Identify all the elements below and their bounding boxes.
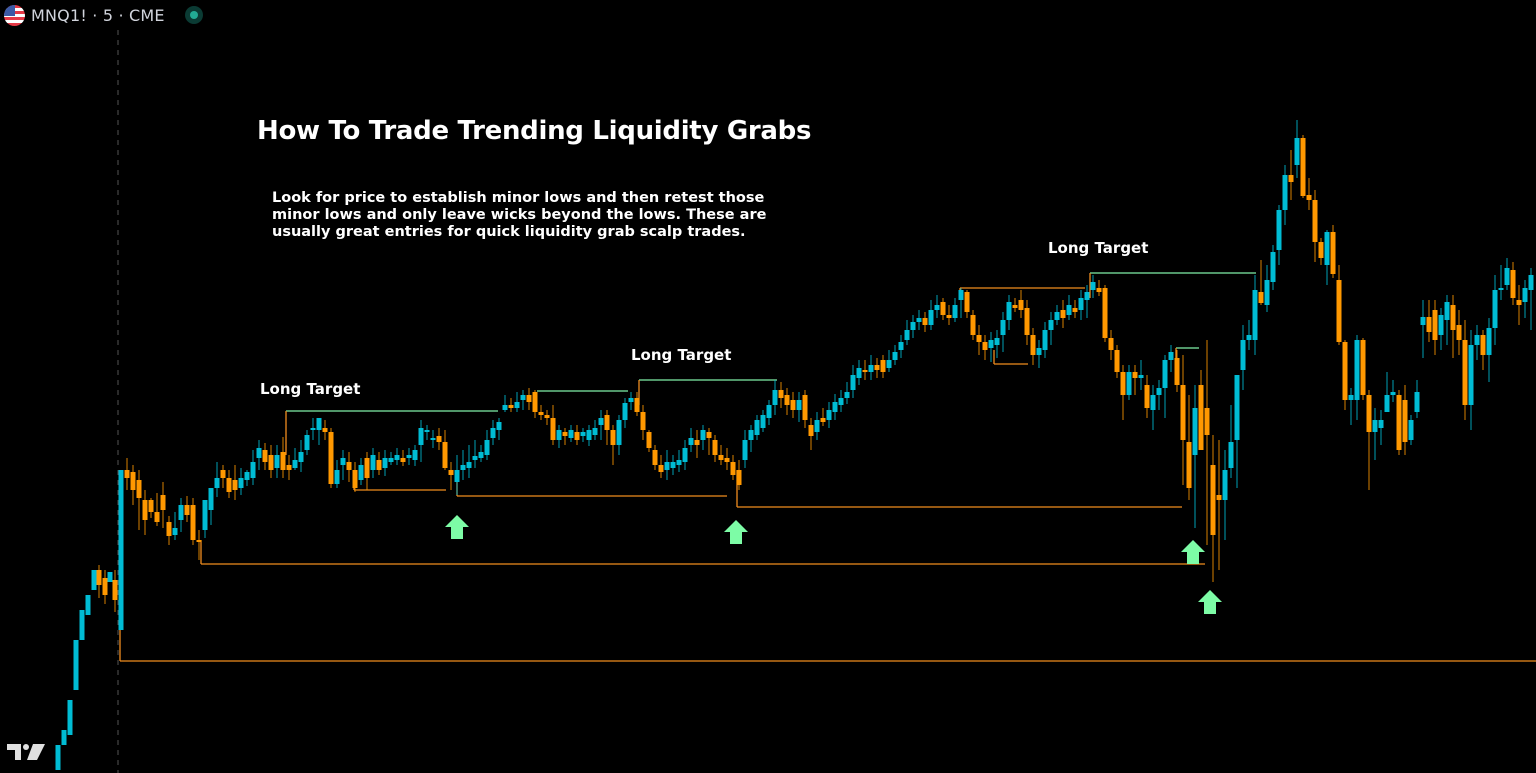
- symbol-label: MNQ1! · 5 · CME: [31, 5, 165, 25]
- tradingview-logo-icon[interactable]: [7, 742, 45, 762]
- candles: [55, 120, 1534, 770]
- long-target-label-2: Long Target: [631, 346, 732, 364]
- chart-title: How To Trade Trending Liquidity Grabs: [257, 116, 812, 146]
- chart-description: Look for price to establish minor lows a…: [272, 190, 767, 240]
- long-target-label-3: Long Target: [1048, 239, 1149, 257]
- level-lines: [119, 272, 1536, 662]
- up-arrow-icon: [1181, 540, 1205, 564]
- up-arrow-icon: [724, 520, 748, 544]
- market-status-icon[interactable]: [184, 6, 203, 24]
- up-arrow-icon: [445, 515, 469, 539]
- long-target-label-1: Long Target: [260, 380, 361, 398]
- symbol-header[interactable]: MNQ1! · 5 · CME: [4, 4, 203, 26]
- us-flag-icon: [4, 4, 25, 26]
- entry-arrows: [445, 515, 1222, 614]
- up-arrow-icon: [1198, 590, 1222, 614]
